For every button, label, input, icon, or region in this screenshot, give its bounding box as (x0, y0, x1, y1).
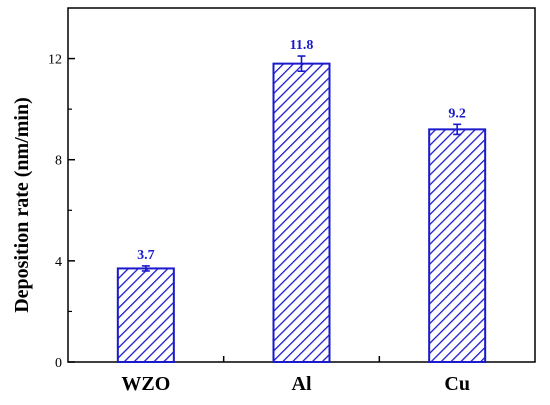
y-axis-ticks: 0 4 8 12 (48, 53, 75, 371)
x-tick-label-cu: Cu (444, 373, 470, 395)
y-tick-label: 12 (48, 53, 62, 68)
data-label-cu: 9.2 (448, 106, 466, 121)
error-bars (141, 55, 462, 272)
bar-wzo (116, 267, 175, 364)
bar-al (272, 62, 331, 363)
y-tick-label: 4 (55, 255, 62, 270)
data-label-al: 11.8 (290, 38, 314, 53)
y-tick-label: 8 (55, 154, 62, 169)
bar-cu (428, 128, 487, 363)
y-axis-label: Deposition rate (nm/min) (11, 97, 33, 313)
bars (116, 62, 487, 364)
y-tick-label: 0 (55, 356, 62, 371)
x-axis-ticks: WZO Al Cu (121, 356, 470, 395)
data-labels: 3.7 11.8 9.2 (137, 38, 466, 263)
x-tick-label-al: Al (292, 373, 312, 395)
data-label-wzo: 3.7 (137, 248, 155, 263)
x-tick-label-wzo: WZO (121, 373, 170, 395)
